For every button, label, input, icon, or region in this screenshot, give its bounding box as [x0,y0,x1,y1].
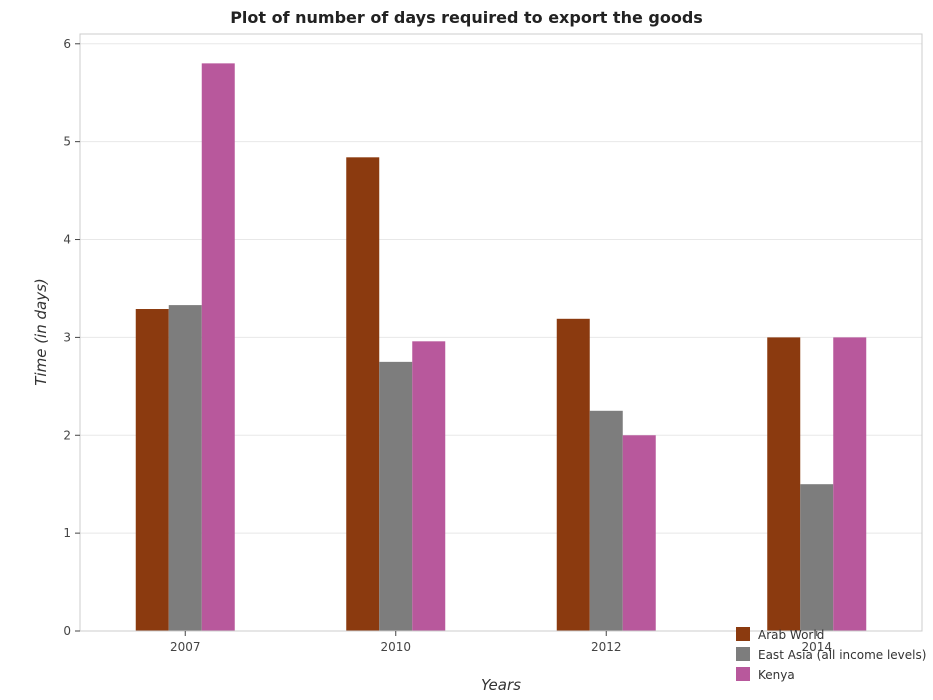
x-tick-label: 2012 [591,640,622,654]
bar [833,337,867,631]
y-tick-label: 3 [63,330,71,344]
y-axis: 0 1 2 3 4 5 6 [63,37,80,638]
x-tick-label: 2007 [170,640,201,654]
y-tick-label: 5 [63,135,71,149]
y-axis-label: Time (in days) [32,278,50,386]
y-tick-label: 4 [63,233,71,247]
legend: Arab World East Asia (all income levels) K… [736,627,926,682]
y-tick-label: 1 [63,526,71,540]
x-tick-label: 2010 [380,640,411,654]
legend-label: Kenya [758,668,795,682]
plot-frame [79,33,923,632]
bar [346,157,380,631]
legend-swatch [736,667,750,681]
bar [556,318,590,631]
bar [589,410,623,631]
y-tick-label: 0 [63,624,71,638]
bars-group [135,63,867,631]
legend-swatch [736,647,750,661]
bar [767,337,801,631]
legend-label: East Asia (all income levels) [758,648,926,662]
x-tick-label: 2014 [801,640,832,654]
bar [379,361,413,631]
bar [622,435,656,631]
chart-title: Plot of number of days required to expor… [230,8,703,27]
bar [135,309,169,631]
bar [201,63,235,631]
x-axis: 2007 2010 2012 2014 [170,631,832,654]
legend-swatch [736,627,750,641]
bar [168,305,202,631]
legend-label: Arab World [758,628,824,642]
bar [800,484,834,631]
y-tick-label: 6 [63,37,71,51]
bar [412,341,446,631]
y-tick-label: 2 [63,428,71,442]
x-axis-label: Years [481,676,521,694]
